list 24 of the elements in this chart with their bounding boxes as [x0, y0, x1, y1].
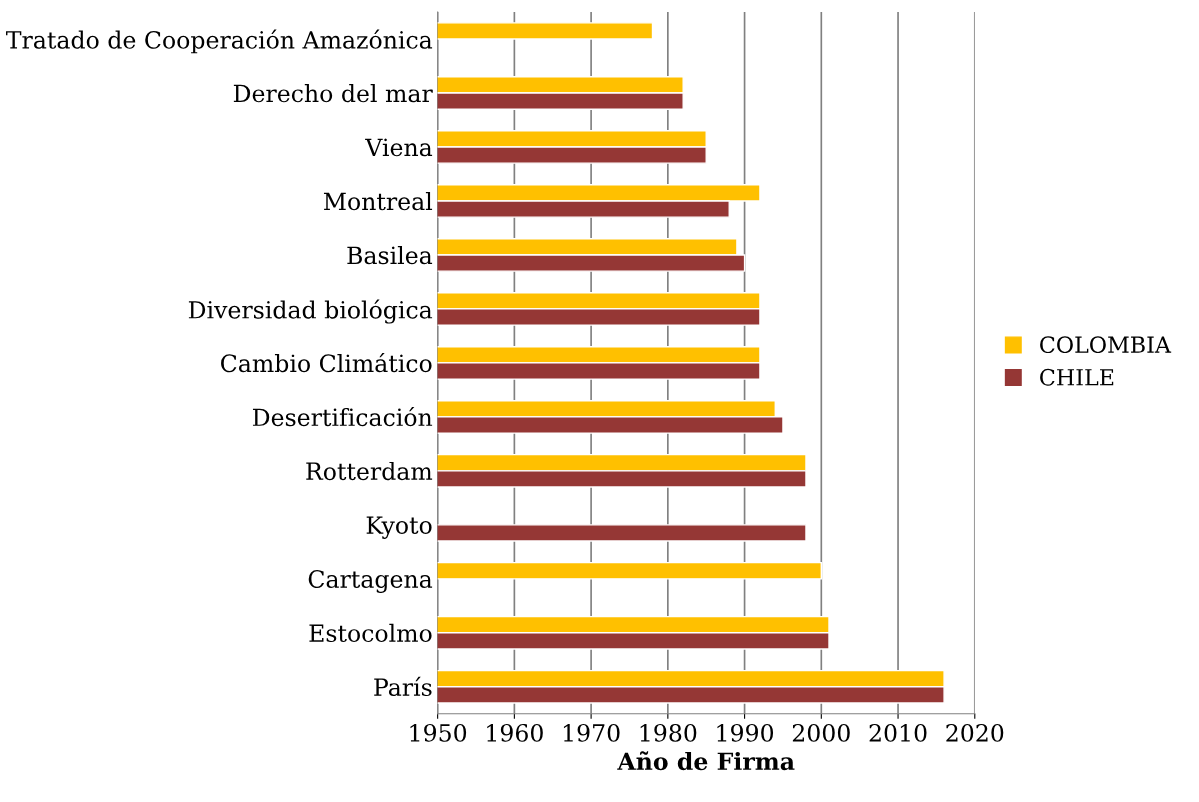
- legend-label: COLOMBIA: [1040, 336, 1172, 354]
- x-tick-label: 1970: [563, 723, 620, 742]
- x-tick-label: 2010: [869, 723, 927, 742]
- y-tick-label: Basilea: [347, 245, 433, 265]
- x-tick-label: 2020: [946, 723, 1004, 742]
- y-tick-label: Cambio Climático: [221, 352, 432, 373]
- x-tick-label: 1960: [487, 723, 543, 742]
- legend-label: CHILE: [1040, 368, 1114, 386]
- y-tick-label: Rotterdam: [306, 461, 433, 481]
- y-tick-label: Derecho del mar: [233, 84, 433, 103]
- y-tick-label: Kyoto: [366, 516, 432, 539]
- x-axis-title: Año de Firma: [617, 751, 795, 771]
- x-tick-label: 2000: [792, 723, 850, 742]
- x-tick-label: 1950: [410, 723, 467, 742]
- y-tick-label: Desertificación: [252, 406, 433, 427]
- y-tick-label: Viena: [365, 138, 433, 157]
- x-tick-label: 1990: [717, 723, 774, 742]
- y-tick-label: Tratado de Cooperación Amazónica: [6, 29, 433, 54]
- y-tick-label: París: [374, 676, 432, 697]
- y-tick-label: Montreal: [323, 191, 433, 211]
- x-tick-label: 1980: [640, 723, 697, 742]
- y-tick-label: Diversidad biológica: [188, 299, 433, 324]
- y-tick-label: Estocolmo: [309, 623, 432, 643]
- y-tick-label: Cartagena: [308, 570, 433, 593]
